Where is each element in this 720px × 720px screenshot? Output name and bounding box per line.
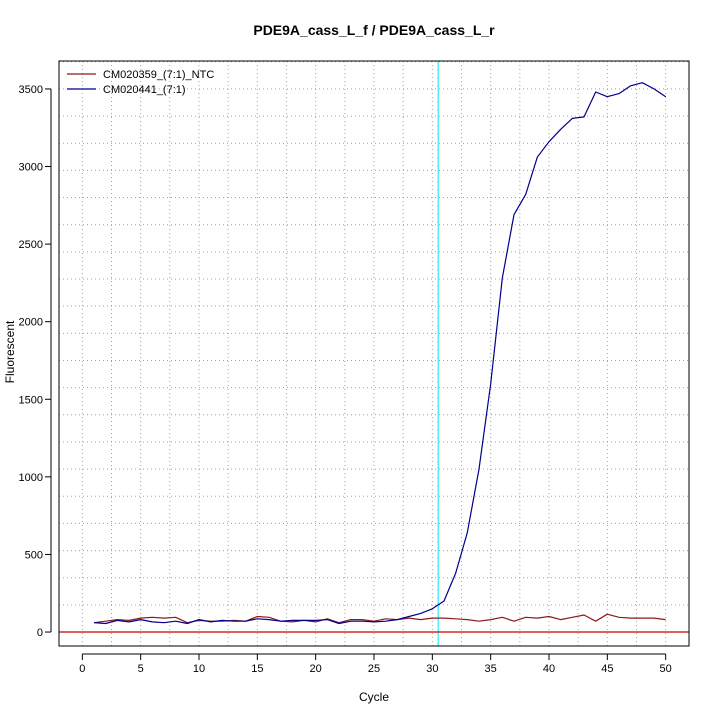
y-axis-label: Fluorescent <box>3 320 17 383</box>
legend: CM020359_(7:1)_NTC CM020441_(7:1) <box>67 69 214 96</box>
x-tick-label: 10 <box>193 663 205 675</box>
x-tick-label: 40 <box>543 663 555 675</box>
plot-area-border <box>58 60 690 647</box>
grid <box>59 61 689 646</box>
x-tick-label: 25 <box>368 663 380 675</box>
x-axis-label: Cycle <box>359 690 389 704</box>
chart-title: PDE9A_cass_L_f / PDE9A_cass_L_r <box>253 22 495 38</box>
y-tick-label: 1000 <box>19 472 43 484</box>
y-tick-label: 1500 <box>19 394 43 406</box>
x-axis: 0 5 10 15 20 25 30 35 40 45 50 <box>79 653 672 675</box>
y-tick-label: 3000 <box>19 162 43 174</box>
x-tick-label: 45 <box>601 663 613 675</box>
y-tick-label: 0 <box>37 627 43 639</box>
series-lines <box>93 82 667 625</box>
x-tick-label: 15 <box>251 663 263 675</box>
y-tick-label: 3500 <box>19 84 43 96</box>
x-tick-label: 0 <box>79 663 85 675</box>
series-line <box>93 82 667 625</box>
x-tick-label: 50 <box>660 663 672 675</box>
x-tick-label: 35 <box>485 663 497 675</box>
legend-label: CM020441_(7:1) <box>103 84 186 96</box>
reference-lines <box>59 61 689 646</box>
x-tick-label: 20 <box>310 663 322 675</box>
y-axis: 0 500 1000 1500 2000 2500 3000 3500 <box>19 84 52 639</box>
y-tick-label: 2500 <box>19 239 43 251</box>
y-tick-label: 2000 <box>19 317 43 329</box>
x-tick-label: 30 <box>426 663 438 675</box>
y-tick-label: 500 <box>25 549 43 561</box>
x-tick-label: 5 <box>138 663 144 675</box>
legend-label: CM020359_(7:1)_NTC <box>103 69 214 81</box>
